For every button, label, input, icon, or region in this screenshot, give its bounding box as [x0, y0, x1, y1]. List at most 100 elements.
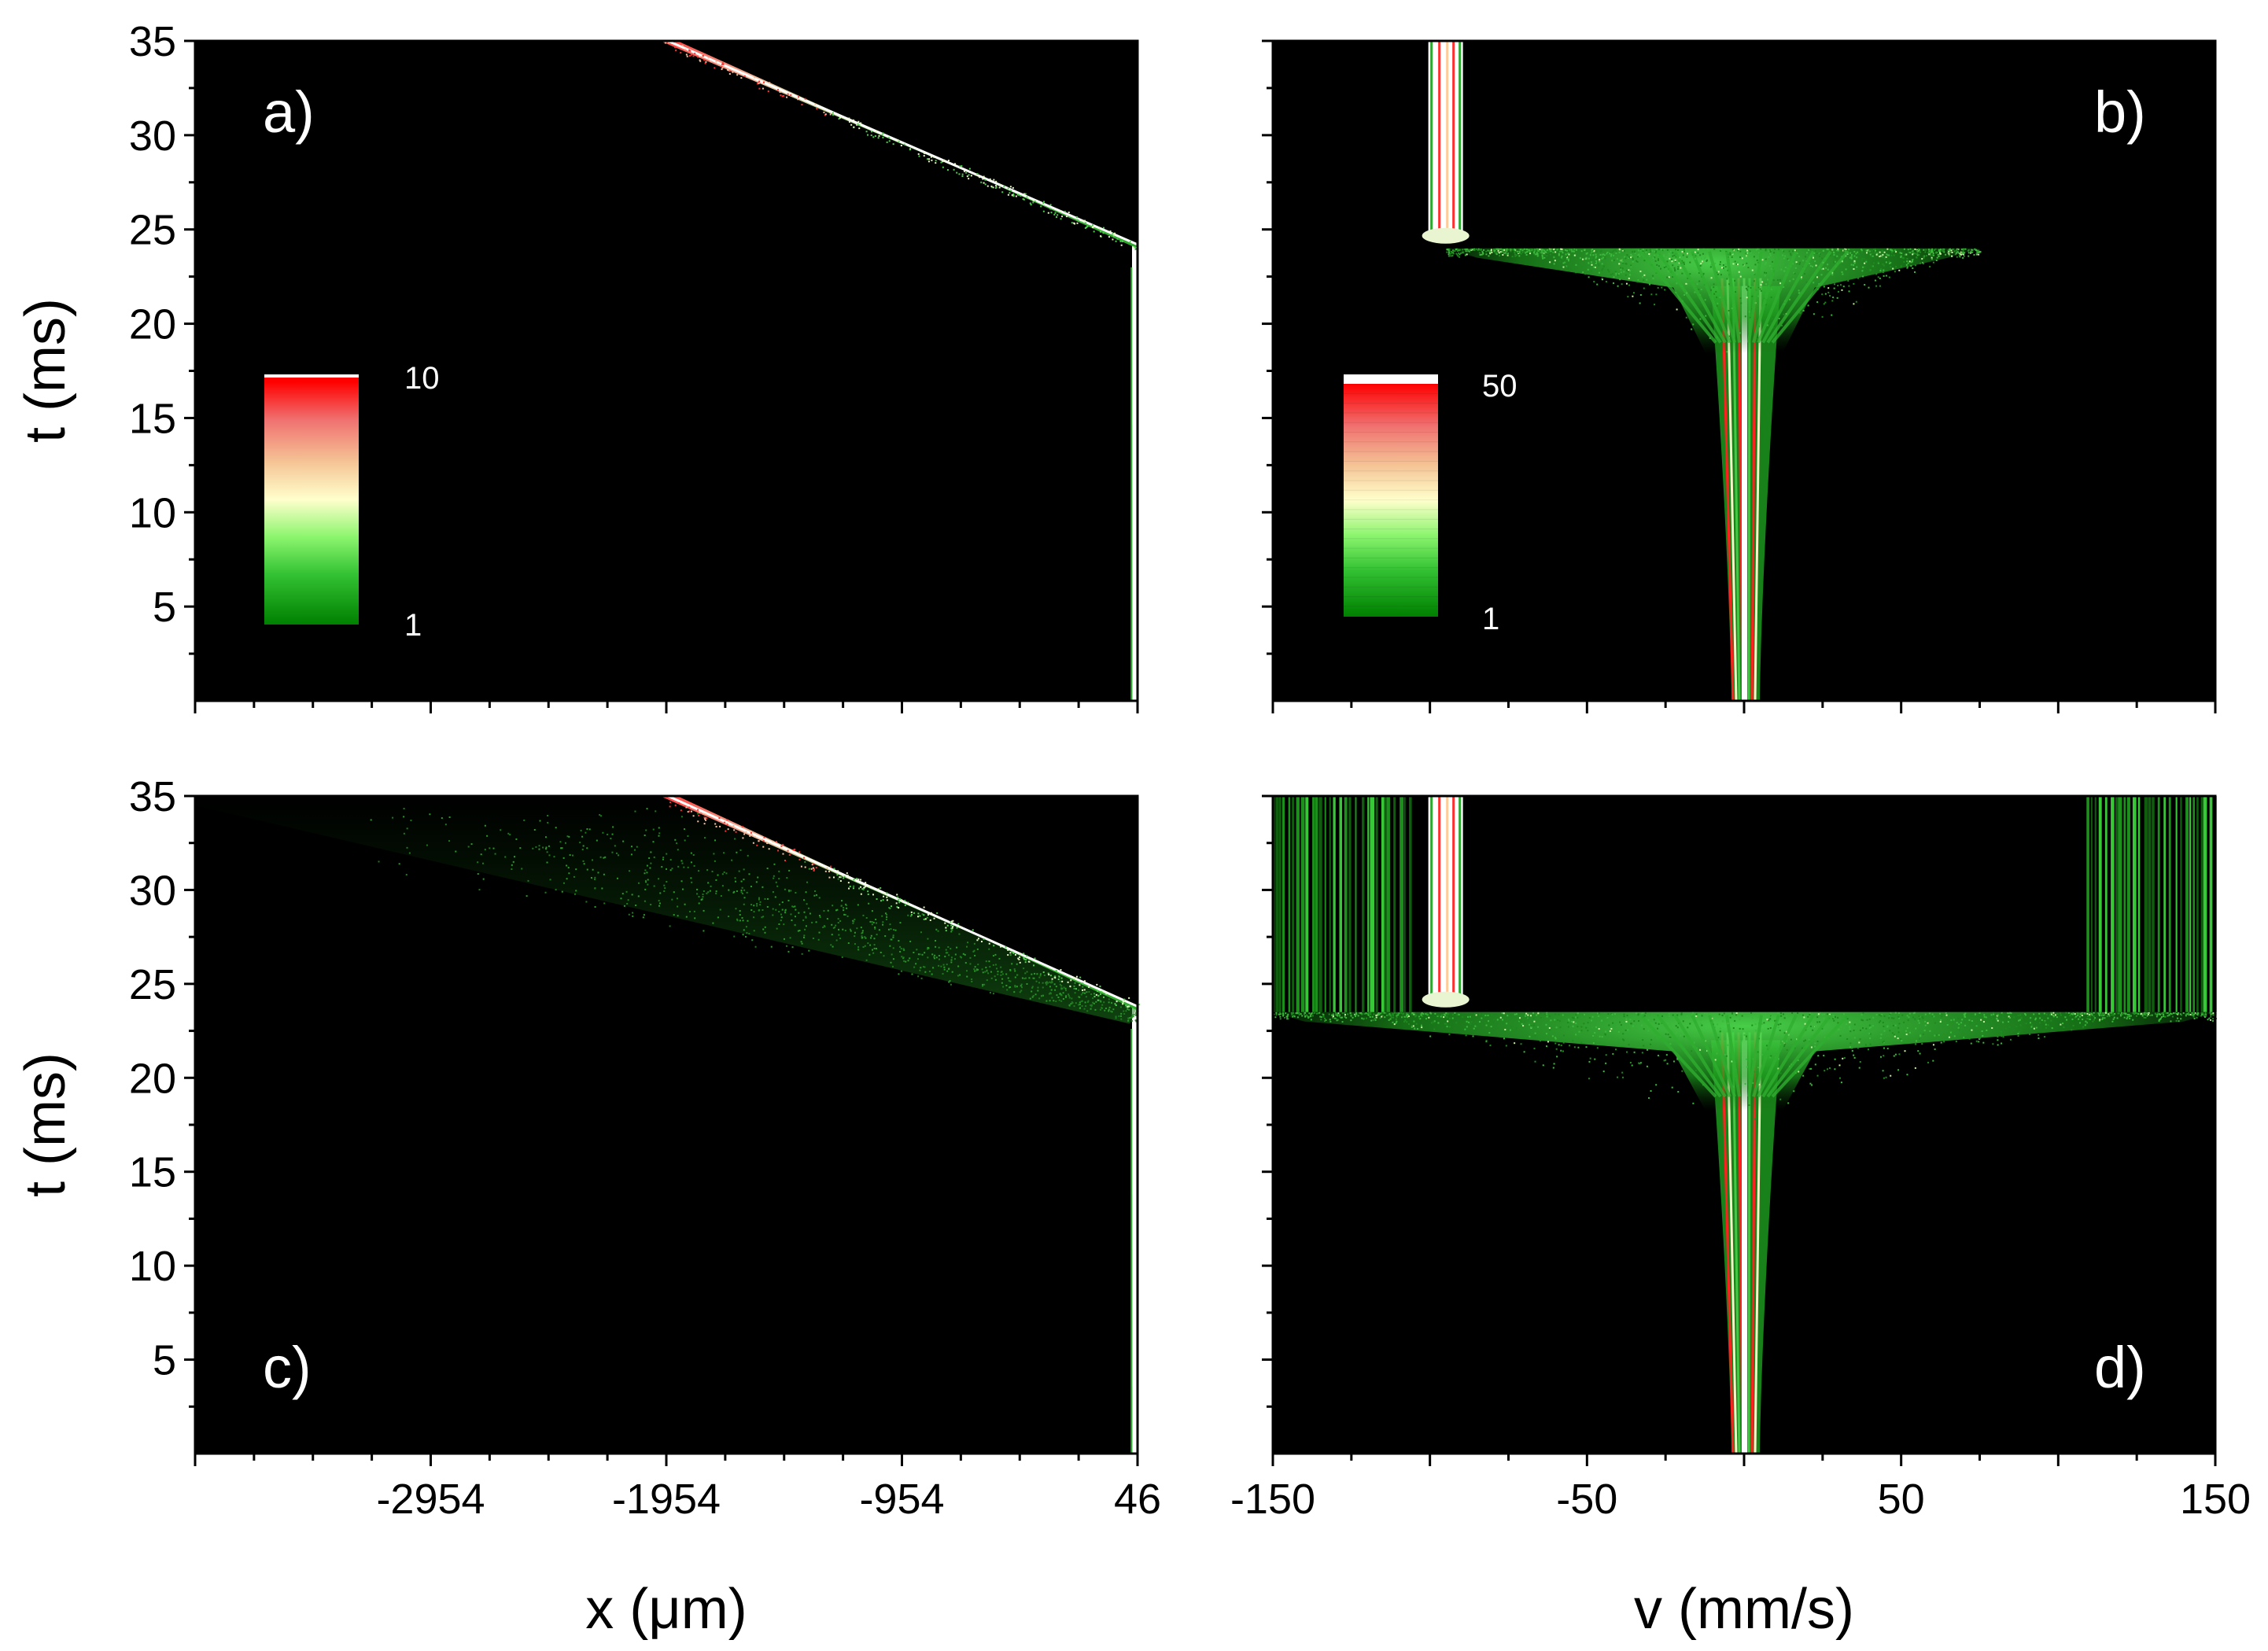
fan-dot — [1765, 304, 1767, 306]
fan-dot — [1338, 1015, 1341, 1018]
fan-dot — [1388, 1019, 1390, 1021]
cloud-dot — [871, 923, 873, 926]
cloud-dot — [931, 973, 933, 975]
fan-dot — [2147, 1013, 2149, 1015]
cloud-dot — [566, 878, 568, 880]
fan-dot — [1918, 1037, 1920, 1040]
fan-dot — [1837, 1022, 1839, 1024]
fan-dot — [1530, 251, 1532, 253]
cloud-dot — [575, 868, 577, 871]
fan-dot — [1305, 1014, 1307, 1016]
green-bar — [2180, 796, 2182, 1012]
streak-speckle — [798, 96, 800, 98]
streak-speckle — [830, 865, 832, 868]
streak-speckle — [927, 914, 929, 916]
fan-dot — [1369, 1015, 1371, 1018]
cloud-dot — [794, 905, 796, 908]
cloud-dot — [805, 925, 807, 927]
fan-dot — [1714, 1084, 1717, 1086]
fan-dot — [1720, 274, 1722, 276]
cloud-dot — [378, 861, 380, 863]
cloud-dot — [800, 941, 802, 943]
cloud-dot — [1078, 1004, 1080, 1006]
fan-dot — [1687, 252, 1689, 255]
fan-dot — [1700, 263, 1702, 265]
fan-dot — [1809, 1012, 1812, 1015]
fan-dot — [1514, 255, 1517, 257]
fan-dot — [1381, 1015, 1383, 1018]
streak-speckle — [887, 136, 890, 138]
cloud-dot — [892, 958, 894, 960]
cloud-dot — [1036, 973, 1038, 975]
streak-speckle — [1057, 978, 1060, 981]
fan-dot — [1853, 1037, 1856, 1039]
fan-dot — [1779, 1072, 1782, 1074]
cloud-dot — [626, 902, 629, 905]
fan-dot — [1683, 261, 1685, 263]
fan-dot — [2167, 1015, 2169, 1017]
y-tick-label: 20 — [129, 301, 176, 348]
cloud-dot — [607, 833, 609, 835]
fan-dot — [1783, 1044, 1786, 1046]
cloud-dot — [492, 847, 495, 849]
fan-dot — [1710, 277, 1713, 279]
cloud-dot — [523, 819, 526, 821]
fan-dot — [1950, 249, 1953, 252]
fan-dot — [1962, 253, 1964, 256]
green-bar — [2209, 796, 2213, 1012]
fan-dot — [1618, 251, 1621, 253]
fan-dot — [1388, 1013, 1391, 1015]
fan-dot — [1474, 1025, 1477, 1027]
streak-speckle — [675, 50, 677, 52]
streak-speckle — [867, 134, 869, 136]
fan-dot — [1605, 1054, 1607, 1056]
fan-dot — [2189, 1013, 2192, 1015]
fan-dot — [1746, 297, 1748, 299]
streak-speckle — [728, 70, 731, 72]
streak-speckle — [1014, 953, 1016, 956]
cloud-dot — [994, 975, 996, 978]
streak-speckle — [783, 94, 785, 97]
fan-dot — [1594, 1032, 1596, 1034]
cloud-dot — [741, 886, 743, 889]
fan-dot — [1939, 249, 1942, 252]
cloud-dot — [958, 933, 961, 935]
cloud-dot — [696, 893, 699, 895]
fan-dot — [2154, 1012, 2156, 1015]
fan-dot — [1746, 262, 1748, 264]
fan-dot — [2050, 1012, 2052, 1014]
cloud-dot — [441, 817, 443, 820]
cloud-dot — [949, 980, 951, 982]
cloud-dot — [1080, 993, 1082, 996]
fan-dot — [1982, 1034, 1984, 1037]
cloud-dot — [1028, 977, 1031, 979]
cloud-dot — [909, 940, 912, 942]
fan-dot — [1968, 1019, 1971, 1021]
fan-dot — [1676, 1057, 1679, 1060]
fan-dot — [1924, 1020, 1927, 1023]
fan-dot — [1845, 265, 1847, 267]
fan-dot — [1868, 250, 1871, 252]
fan-dot — [1883, 1041, 1885, 1044]
fan-dot — [1765, 1013, 1767, 1015]
fan-dot — [1858, 1067, 1860, 1069]
cloud-dot — [736, 918, 738, 920]
cloud-dot — [992, 964, 994, 966]
cloud-dot — [862, 914, 865, 916]
fan-dot — [1672, 255, 1674, 257]
streak-speckle — [1100, 235, 1102, 238]
fan-dot — [2077, 1012, 2079, 1015]
streak-speckle — [767, 90, 769, 92]
cloud-dot — [779, 903, 781, 905]
fan-dot — [1425, 1012, 1428, 1015]
cloud-dot — [817, 938, 820, 941]
streak-speckle — [1082, 989, 1084, 991]
fan-dot — [1686, 256, 1688, 258]
cloud-dot — [634, 810, 636, 813]
streak-speckle — [1000, 945, 1002, 948]
fan-dot — [1877, 262, 1879, 264]
fan-dot — [1502, 1016, 1504, 1019]
streak-speckle — [776, 841, 778, 843]
cloud-dot — [539, 820, 541, 822]
fan-dot — [1938, 255, 1941, 257]
